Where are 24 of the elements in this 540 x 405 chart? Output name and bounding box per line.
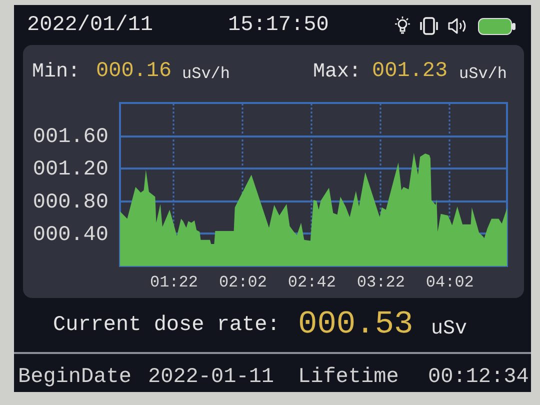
text: 2022/01/11: [27, 14, 154, 38]
text: 000.16: [96, 60, 172, 84]
text: 000.53: [298, 306, 414, 344]
x-tick-label: 02:02: [218, 274, 267, 292]
y-tick-label: 000.80: [32, 191, 108, 214]
text: BeginDate: [18, 366, 132, 390]
text: Min:: [32, 60, 80, 84]
y-tick-label: 001.20: [32, 158, 108, 182]
text: 001.23: [372, 60, 448, 84]
x-tick-label: 01:22: [150, 274, 198, 292]
text: uSv/h: [182, 64, 230, 84]
text: uSv/h: [459, 64, 508, 84]
x-tick-label: 04:02: [426, 274, 474, 292]
text: Lifetime: [298, 366, 399, 390]
text: 00:12:34: [428, 366, 529, 390]
x-tick-label: 02:42: [288, 274, 336, 292]
x-tick-label: 03:22: [356, 274, 405, 292]
text: uSv: [431, 318, 468, 340]
text: Max:: [313, 60, 362, 84]
text: 15:17:50: [228, 14, 329, 38]
text: 2022-01-11: [148, 366, 274, 390]
y-tick-label: 001.60: [32, 126, 108, 150]
y-tick-label: 000.40: [32, 224, 108, 247]
text: Current dose rate:: [53, 314, 280, 338]
